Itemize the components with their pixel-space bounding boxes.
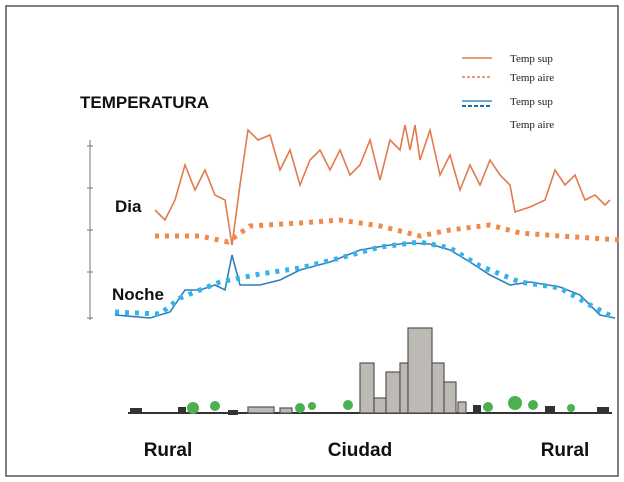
legend-label: Temp sup — [510, 53, 553, 65]
legend-label: Temp sup — [510, 96, 553, 108]
zone-label: Ciudad — [328, 440, 392, 461]
title: TEMPERATURA — [80, 93, 209, 112]
legend-label: Temp aire — [510, 72, 554, 84]
zone-label: Rural — [144, 440, 193, 461]
row-label: Dia — [115, 197, 142, 216]
zone-label: Rural — [541, 440, 590, 461]
diagram: Temp sup Temp aire Temp sup Temp aire TE… — [0, 0, 624, 482]
legend-label: Temp aire — [510, 119, 554, 131]
row-label: Noche — [112, 285, 164, 304]
